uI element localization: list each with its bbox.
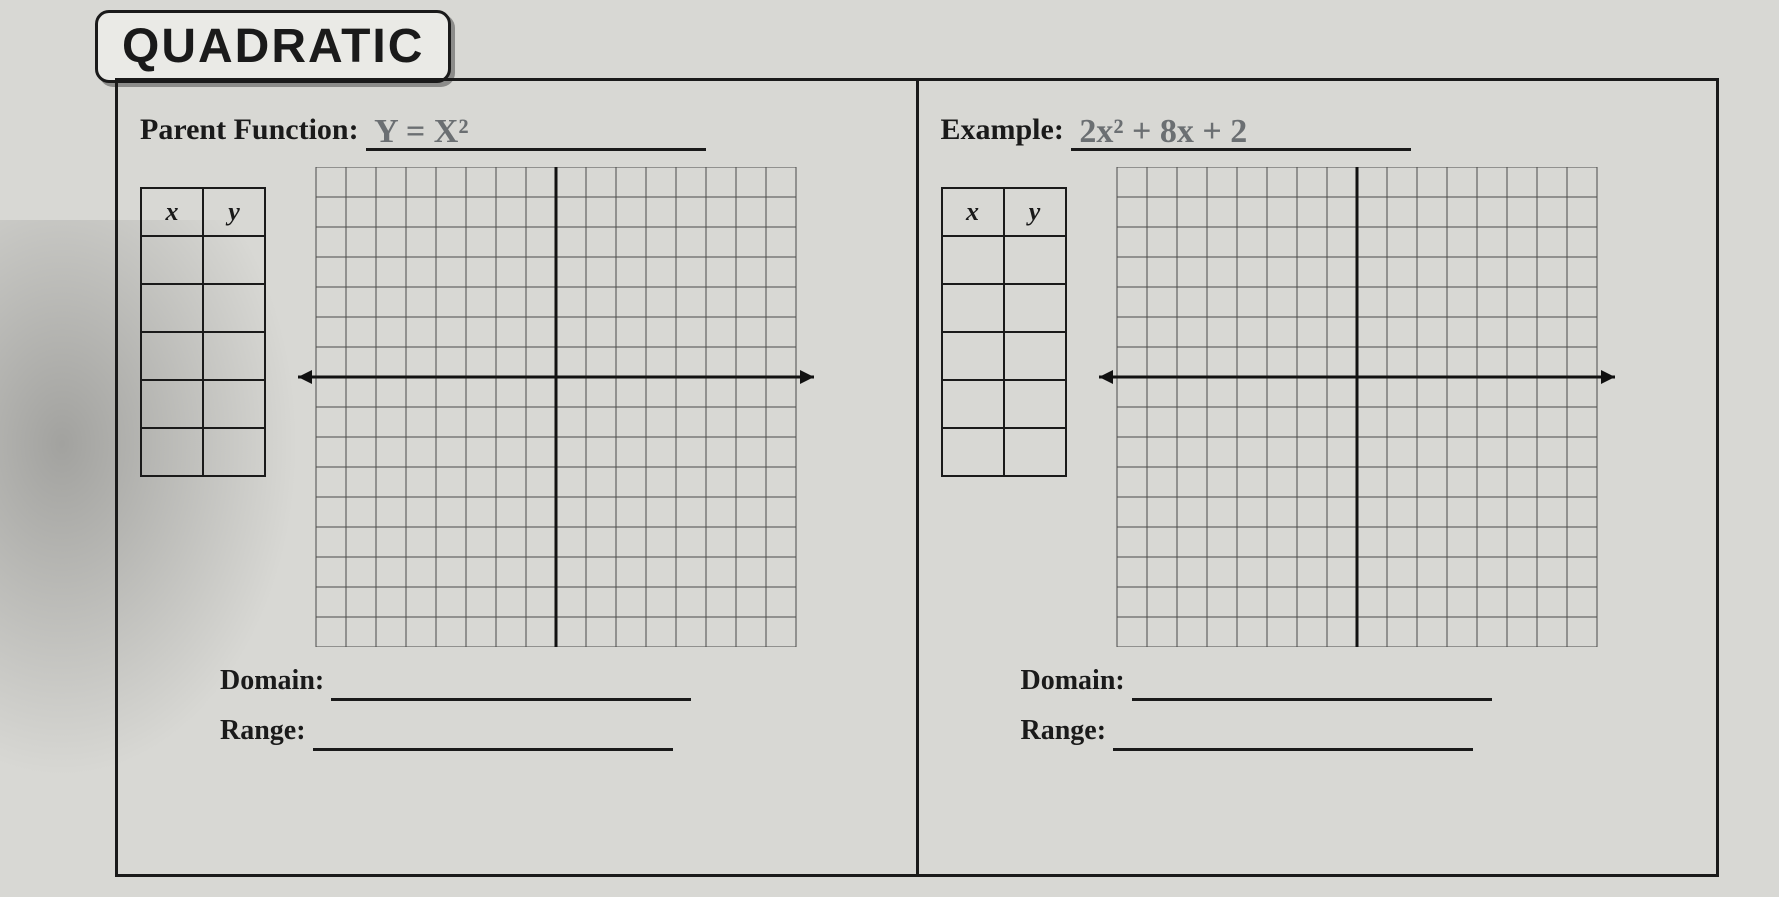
- range-value[interactable]: [313, 721, 673, 751]
- domain-row: Domain:: [1021, 665, 1695, 697]
- range-label: Range:: [1021, 715, 1107, 746]
- panel-example: Example: 2x² + 8x + 2 x y: [916, 81, 1717, 874]
- table-row[interactable]: [942, 332, 1066, 380]
- table-row[interactable]: [141, 428, 265, 476]
- worksheet-page: QUADRATIC Parent Function: Y = X² x y: [0, 0, 1779, 897]
- section-title: QUADRATIC: [122, 20, 424, 73]
- section-title-box: QUADRATIC: [95, 10, 451, 83]
- range-row: Range:: [220, 715, 894, 747]
- example-row: Example: 2x² + 8x + 2: [941, 109, 1695, 147]
- table-row[interactable]: [141, 332, 265, 380]
- coordinate-grid-left[interactable]: [296, 167, 816, 647]
- left-content-row: x y: [140, 167, 894, 647]
- coordinate-grid-right[interactable]: [1097, 167, 1617, 647]
- range-value[interactable]: [1113, 721, 1473, 751]
- domain-row: Domain:: [220, 665, 894, 697]
- table-header-y: y: [1004, 188, 1066, 236]
- domain-label: Domain:: [1021, 665, 1125, 696]
- content-frame: Parent Function: Y = X² x y: [115, 78, 1719, 877]
- right-footer: Domain: Range:: [1021, 665, 1695, 747]
- right-content-row: x y: [941, 167, 1695, 647]
- table-row[interactable]: [942, 236, 1066, 284]
- table-row[interactable]: [141, 380, 265, 428]
- domain-value[interactable]: [331, 671, 691, 701]
- grid-svg: [1097, 167, 1617, 647]
- domain-label: Domain:: [220, 665, 324, 696]
- table-header-y: y: [203, 188, 265, 236]
- example-value[interactable]: 2x² + 8x + 2: [1071, 113, 1411, 151]
- table-row[interactable]: [942, 284, 1066, 332]
- xy-table-right[interactable]: x y: [941, 187, 1067, 477]
- table-header-x: x: [942, 188, 1004, 236]
- table-header-x: x: [141, 188, 203, 236]
- parent-function-label: Parent Function:: [140, 113, 359, 146]
- left-footer: Domain: Range:: [220, 665, 894, 747]
- parent-function-value[interactable]: Y = X²: [366, 113, 706, 151]
- range-label: Range:: [220, 715, 306, 746]
- panel-parent-function: Parent Function: Y = X² x y: [118, 81, 916, 874]
- xy-table-left[interactable]: x y: [140, 187, 266, 477]
- example-label: Example:: [941, 113, 1064, 146]
- parent-function-row: Parent Function: Y = X²: [140, 109, 894, 147]
- grid-svg: [296, 167, 816, 647]
- table-row[interactable]: [942, 428, 1066, 476]
- table-row[interactable]: [942, 380, 1066, 428]
- table-row[interactable]: [141, 236, 265, 284]
- domain-value[interactable]: [1132, 671, 1492, 701]
- table-row[interactable]: [141, 284, 265, 332]
- range-row: Range:: [1021, 715, 1695, 747]
